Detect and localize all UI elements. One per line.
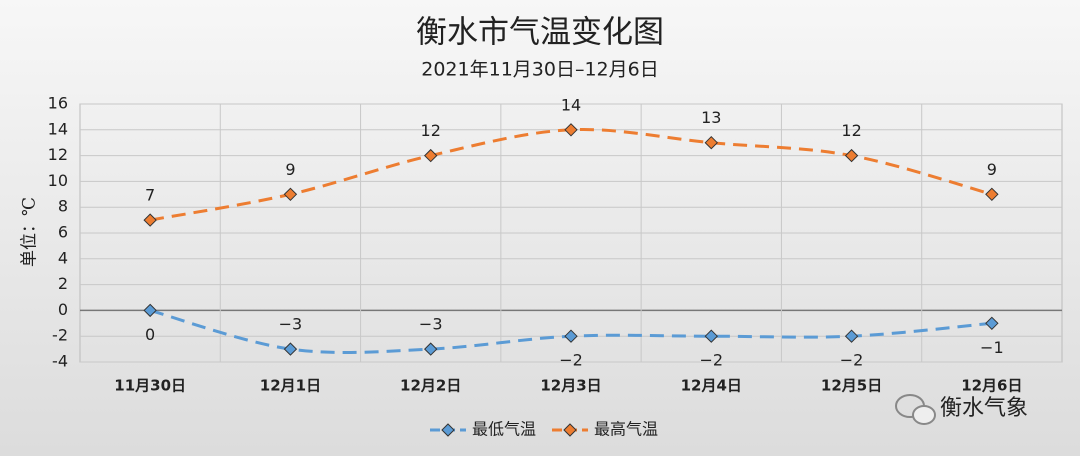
data-label: 12	[841, 121, 861, 140]
legend-marker	[441, 423, 455, 437]
data-label: 9	[285, 160, 295, 179]
x-tick-label: 11月30日	[114, 377, 186, 395]
y-tick-label: 16	[48, 94, 68, 113]
y-tick-label: 10	[48, 171, 68, 190]
data-label: 12	[421, 121, 441, 140]
marker	[704, 135, 718, 150]
y-tick-label: 4	[58, 248, 68, 267]
marker	[283, 187, 298, 202]
marker	[844, 148, 859, 163]
data-label: −3	[419, 315, 443, 334]
x-tick-label: 12月6日	[961, 377, 1022, 395]
data-label: 0	[145, 325, 155, 344]
marker	[704, 329, 718, 343]
y-tick-label: 0	[58, 300, 68, 319]
y-tick-label: 14	[48, 119, 68, 138]
x-tick-label: 12月2日	[400, 377, 461, 395]
y-tick-label: 8	[58, 197, 68, 216]
marker	[985, 187, 999, 202]
data-label: −2	[699, 351, 723, 370]
y-tick-label: -4	[52, 352, 68, 371]
data-label: 7	[145, 186, 155, 205]
x-tick-label: 12月4日	[681, 377, 742, 395]
y-tick-label: 6	[58, 223, 68, 242]
x-tick-label: 12月1日	[260, 377, 321, 395]
watermark-text: 衡水气象	[940, 396, 1028, 421]
y-tick-label: 2	[58, 274, 68, 293]
y-tick-label: 12	[48, 145, 68, 164]
marker	[143, 213, 157, 227]
data-label: 9	[987, 160, 997, 179]
data-label: −3	[279, 315, 303, 334]
marker	[844, 329, 859, 343]
data-label: 14	[561, 95, 581, 114]
y-tick-label: -2	[52, 326, 68, 345]
chart-subtitle: 2021年11月30日–12月6日	[421, 59, 658, 81]
marker	[424, 148, 438, 163]
data-label: 13	[701, 108, 721, 127]
marker	[564, 329, 578, 343]
y-axis-label: 单位：℃	[20, 197, 40, 267]
watermark-icon	[912, 405, 936, 425]
marker	[564, 123, 578, 137]
legend-marker	[563, 423, 577, 437]
data-label: −1	[980, 338, 1004, 357]
chart-title: 衡水市气温变化图	[416, 15, 664, 51]
data-label: −2	[559, 351, 583, 370]
marker	[143, 303, 157, 318]
legend: 最低气温 最高气温	[430, 420, 658, 439]
marker	[283, 342, 298, 356]
legend-label: 最高气温	[594, 420, 658, 439]
watermark: 衡水气象	[895, 394, 1028, 425]
x-tick-label: 12月3日	[540, 377, 601, 395]
marker	[424, 342, 438, 356]
legend-label: 最低气温	[472, 420, 536, 439]
x-tick-label: 12月5日	[821, 377, 882, 395]
data-label: −2	[840, 351, 864, 370]
marker	[985, 316, 999, 331]
